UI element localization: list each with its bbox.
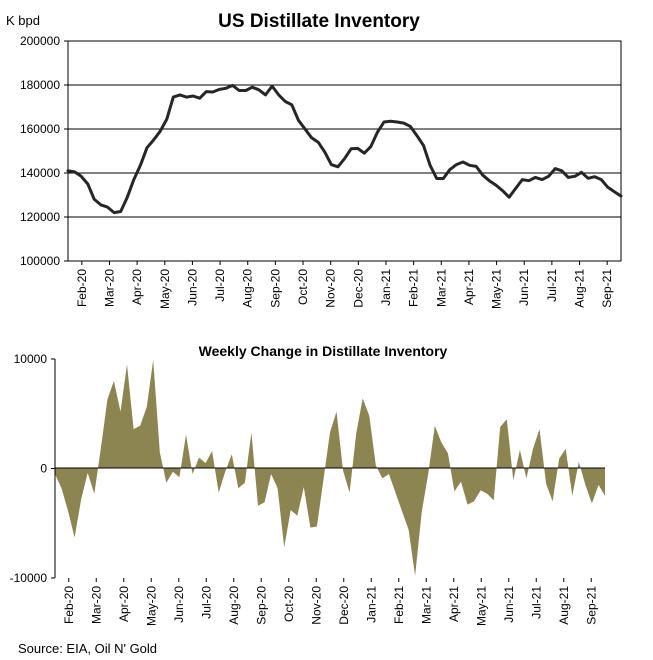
source-note: Source: EIA, Oil N' Gold bbox=[18, 641, 157, 656]
inventory-x-tick-label: May-21 bbox=[490, 269, 504, 309]
inventory-x-tick-label: Feb-20 bbox=[75, 269, 89, 307]
weekly-change-x-tick-label: Apr-21 bbox=[447, 586, 461, 622]
inventory-x-tick-label: Mar-20 bbox=[102, 269, 116, 307]
weekly-change-x-tick-label: Dec-20 bbox=[337, 586, 351, 625]
weekly-change-x-tick-label: Apr-20 bbox=[117, 586, 131, 622]
inventory-x-tick-label: Sep-21 bbox=[600, 269, 614, 308]
inventory-x-tick-label: Oct-20 bbox=[296, 269, 310, 305]
inventory-y-tick-label: 200000 bbox=[20, 34, 60, 48]
weekly-change-chart: Weekly Change in Distillate Inventory 10… bbox=[10, 343, 605, 626]
inventory-x-tick-label: Jan-21 bbox=[379, 269, 393, 306]
inventory-x-tick-label: Dec-20 bbox=[351, 269, 365, 308]
inventory-x-tick-label: Jul-21 bbox=[545, 269, 559, 302]
inventory-x-tick-label: Aug-21 bbox=[573, 269, 587, 308]
weekly-change-x-tick-label: May-20 bbox=[144, 586, 158, 626]
weekly-change-x-tick-label: Oct-20 bbox=[282, 586, 296, 622]
inventory-x-tick-label: Jul-20 bbox=[213, 269, 227, 302]
weekly-change-y-tick-label: -10000 bbox=[10, 571, 48, 585]
inventory-x-tick-label: Nov-20 bbox=[324, 269, 338, 308]
inventory-x-tick-label: Jun-20 bbox=[185, 269, 199, 306]
weekly-change-x-tick-label: Mar-21 bbox=[419, 586, 433, 624]
inventory-x-tick-label: Apr-21 bbox=[462, 269, 476, 305]
inventory-series-line bbox=[66, 83, 623, 215]
weekly-change-x-tick-label: Jan-21 bbox=[364, 586, 378, 623]
weekly-change-chart-title: Weekly Change in Distillate Inventory bbox=[199, 343, 448, 359]
weekly-change-x-tick-label: Jul-20 bbox=[199, 586, 213, 619]
inventory-chart: US Distillate Inventory K bpd 200000 1800… bbox=[6, 11, 623, 309]
weekly-change-x-tick-label: May-21 bbox=[474, 586, 488, 626]
inventory-y-tick-label: 140000 bbox=[20, 166, 60, 180]
inventory-x-tick-label: Feb-21 bbox=[407, 269, 421, 307]
weekly-change-x-tick-label: Aug-21 bbox=[557, 586, 571, 625]
inventory-x-tick-label: Apr-20 bbox=[130, 269, 144, 305]
inventory-x-tick-label: Mar-21 bbox=[434, 269, 448, 307]
inventory-chart-title: US Distillate Inventory bbox=[218, 11, 420, 32]
weekly-change-y-tick-label: 0 bbox=[40, 462, 47, 476]
inventory-x-tick-label: Sep-20 bbox=[268, 269, 282, 308]
weekly-change-x-tick-label: Sep-21 bbox=[584, 586, 598, 625]
inventory-x-tick-label: May-20 bbox=[158, 269, 172, 309]
weekly-change-x-tick-label: Mar-20 bbox=[89, 586, 103, 624]
inventory-y-tick-label: 100000 bbox=[20, 254, 60, 268]
inventory-y-tick-label: 180000 bbox=[20, 78, 60, 92]
weekly-change-y-tick-label: 10000 bbox=[14, 352, 48, 366]
weekly-change-x-tick-label: Aug-20 bbox=[227, 586, 241, 625]
weekly-change-x-tick-label: Feb-20 bbox=[62, 586, 76, 624]
weekly-change-x-tick-label: Jun-21 bbox=[502, 586, 516, 623]
weekly-change-x-tick-label: Nov-20 bbox=[309, 586, 323, 625]
weekly-change-x-tick-label: Sep-20 bbox=[254, 586, 268, 625]
inventory-y-tick-label: 120000 bbox=[20, 210, 60, 224]
weekly-change-x-tick-label: Jul-21 bbox=[529, 586, 543, 619]
inventory-y-tick-label: 160000 bbox=[20, 122, 60, 136]
weekly-change-x-tick-label: Feb-21 bbox=[392, 586, 406, 624]
inventory-y-unit-label: K bpd bbox=[6, 13, 40, 28]
inventory-x-tick-label: Jun-21 bbox=[517, 269, 531, 306]
inventory-x-tick-label: Aug-20 bbox=[241, 269, 255, 308]
inventory-plot-area bbox=[67, 40, 622, 262]
weekly-change-x-tick-label: Jun-20 bbox=[172, 586, 186, 623]
